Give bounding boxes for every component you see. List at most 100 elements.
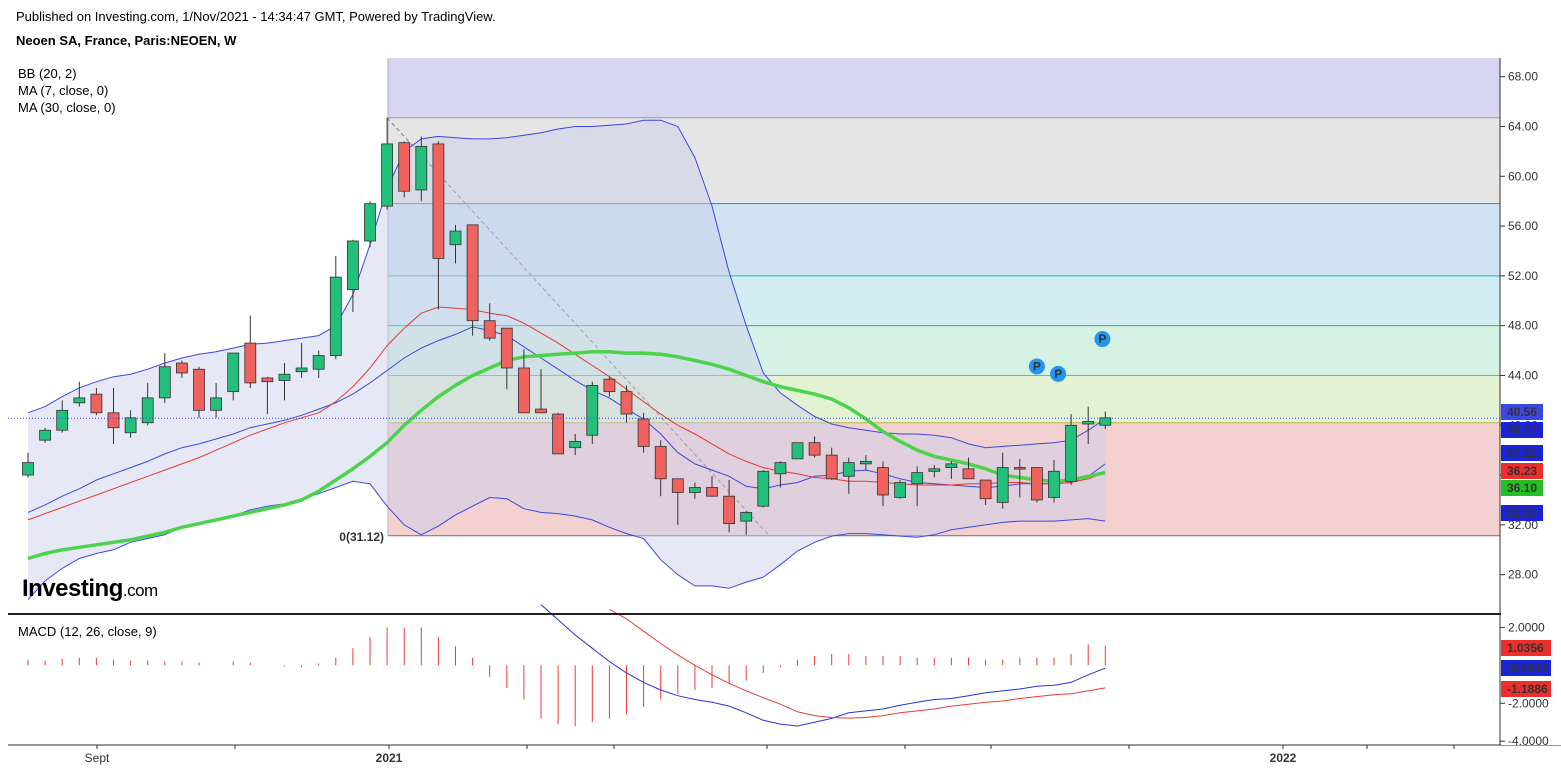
candle-body-up — [210, 397, 223, 411]
candle-body-down — [244, 342, 257, 384]
macd-label-box — [1501, 681, 1551, 697]
candle — [500, 327, 513, 390]
price-label: 37.22 — [1507, 446, 1537, 460]
candle-body-down — [808, 442, 821, 456]
candle-body-up — [158, 366, 171, 399]
candle-body-up — [278, 373, 291, 381]
candle — [654, 440, 667, 497]
candle — [158, 353, 171, 403]
candle — [535, 369, 547, 414]
macd-y-tick-label: -2.0000 — [1508, 696, 1549, 710]
candle-body-down — [620, 391, 633, 415]
candle — [1048, 460, 1060, 503]
candle — [1065, 414, 1077, 486]
candle — [637, 412, 650, 453]
y-tick-label: 28.00 — [1508, 568, 1538, 582]
candle — [996, 452, 1009, 509]
candle-body-down — [535, 408, 547, 414]
candle — [603, 376, 616, 397]
price-label: 36.10 — [1507, 481, 1537, 495]
candle-body-up — [740, 512, 753, 522]
candle-body-up — [689, 487, 701, 493]
candle — [979, 479, 992, 505]
candle — [774, 461, 787, 488]
candle — [415, 136, 428, 202]
indicator-ma7[interactable]: MA (7, close, 0) — [18, 83, 109, 98]
fib-zone — [388, 117, 1500, 204]
candle-body-up — [860, 460, 872, 465]
candle — [552, 412, 564, 455]
fib-trend-line — [386, 117, 770, 537]
pivot-label: P — [1033, 359, 1041, 373]
candle-body-up — [774, 462, 787, 475]
indicator-ma30[interactable]: MA (30, close, 0) — [18, 100, 116, 115]
candle — [740, 511, 753, 535]
candle-body-down — [706, 487, 718, 497]
candle — [894, 480, 906, 499]
price-label-box — [1501, 445, 1543, 461]
x-tick-label: 2021 — [376, 751, 403, 765]
logo-suffix: .com — [122, 581, 158, 600]
pivot-marker — [1028, 358, 1045, 375]
candle-body-down — [603, 378, 616, 393]
candle-body-up — [945, 463, 958, 468]
y-tick-label: 64.00 — [1508, 119, 1538, 133]
candle-body-up — [842, 462, 855, 477]
candle-body-up — [415, 145, 428, 191]
candle — [141, 382, 154, 426]
candle-body-down — [1031, 467, 1043, 501]
candle-body-up — [22, 462, 34, 476]
candle-body-down — [432, 143, 445, 259]
fib-zone — [388, 375, 1500, 423]
candle — [449, 224, 462, 264]
macd-price-label: 1.0356 — [1507, 641, 1544, 655]
candle-body-up — [346, 240, 359, 290]
candle — [261, 376, 274, 415]
candle — [175, 360, 188, 378]
y-tick-label: 52.00 — [1508, 269, 1538, 283]
published-info: Published on Investing.com, 1/Nov/2021 -… — [16, 9, 496, 24]
indicator-bb[interactable]: BB (20, 2) — [18, 66, 77, 81]
candle — [1099, 411, 1112, 429]
candle — [1082, 406, 1095, 444]
candle — [56, 400, 69, 433]
x-tick-label: Sept — [85, 751, 110, 765]
candle-body-up — [1065, 424, 1077, 482]
indicator-macd[interactable]: MACD (12, 26, close, 9) — [18, 624, 157, 639]
candle — [483, 303, 496, 341]
candle — [569, 433, 582, 456]
macd-label-box — [1501, 640, 1551, 656]
pivot-label: P — [1098, 332, 1106, 346]
candle — [210, 382, 223, 418]
candle-body-down — [483, 320, 496, 339]
candle-body-up — [928, 468, 941, 472]
candle-body-up — [39, 429, 51, 441]
candle — [193, 366, 205, 418]
candle — [381, 117, 394, 210]
y-tick-label: 68.00 — [1508, 70, 1538, 84]
logo-brand: Investing — [22, 575, 123, 602]
candle-body-down — [552, 413, 564, 455]
candle-body-up — [1082, 421, 1095, 425]
candle — [73, 381, 86, 407]
price-label-box — [1501, 463, 1543, 479]
y-tick-label: 32.00 — [1508, 518, 1538, 532]
bollinger-basis-line — [27, 326, 1106, 513]
candle — [586, 381, 599, 444]
candle — [22, 452, 34, 478]
candle — [962, 457, 975, 480]
candle — [107, 387, 120, 444]
fib-zone — [388, 325, 1500, 376]
candle — [1031, 467, 1043, 503]
fib-zero-label: 0(31.12) — [339, 530, 384, 544]
candle — [518, 349, 530, 414]
candle-body-down — [398, 142, 411, 192]
macd-price-label: -0.1531 — [1507, 661, 1548, 675]
candle-body-down — [90, 393, 103, 414]
bollinger-upper-line — [27, 119, 1106, 449]
candle — [329, 255, 342, 360]
candle — [312, 350, 325, 378]
candle-body-down — [107, 412, 120, 429]
pivot-marker — [1094, 331, 1111, 348]
